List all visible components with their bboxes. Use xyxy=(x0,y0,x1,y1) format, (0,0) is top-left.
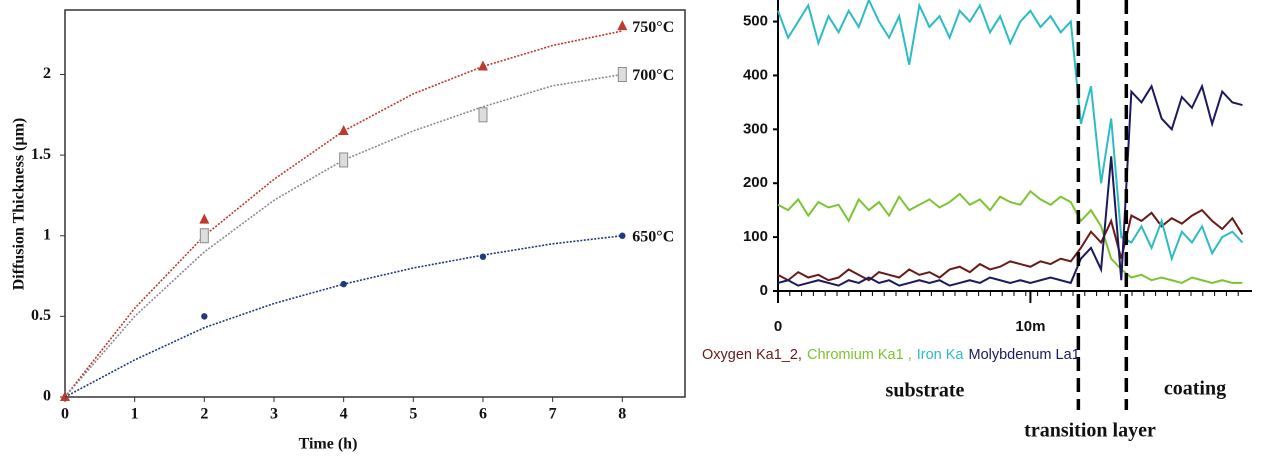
x-axis-label: Time (h) xyxy=(299,436,358,453)
y-tick-label: 1.5 xyxy=(31,146,51,163)
marker xyxy=(199,228,209,244)
marker xyxy=(617,67,627,82)
marker xyxy=(477,60,488,71)
marker xyxy=(479,253,487,260)
fit-curve xyxy=(64,73,623,398)
legend-entry: Chromium Ka1 , xyxy=(807,347,912,363)
marker xyxy=(617,20,628,31)
x-tick-label: 5 xyxy=(409,406,417,423)
series-label: 650°C xyxy=(632,228,674,245)
y-tick-label: 200 xyxy=(743,174,768,191)
legend-entry: Oxygen Ka1_2, xyxy=(702,347,802,363)
series-line xyxy=(777,189,1243,284)
marker xyxy=(201,313,208,320)
series-line xyxy=(777,208,1244,282)
marker xyxy=(478,107,488,123)
legend-entry: Iron Ka xyxy=(917,347,965,363)
x-tick-label: 3 xyxy=(270,406,278,423)
x-tick-label: 0 xyxy=(61,406,69,423)
marker xyxy=(619,232,626,239)
y-tick-label: 400 xyxy=(743,66,768,83)
plot-frame xyxy=(64,9,686,398)
series-label: 700°C xyxy=(632,67,674,84)
series-label: 750°C xyxy=(632,19,674,36)
y-axis-label: Diffusion Thickness (µm) xyxy=(11,118,28,291)
marker xyxy=(199,213,210,224)
fit-curve xyxy=(64,234,623,398)
annotation: substrate xyxy=(886,380,965,402)
x-tick-label: 10m xyxy=(1015,318,1045,335)
x-tick-label: 2 xyxy=(200,406,208,423)
fit-curve xyxy=(64,30,623,398)
annotation: transition layer xyxy=(1024,420,1156,442)
annotation: coating xyxy=(1164,378,1226,400)
x-tick-label: 6 xyxy=(479,406,487,423)
x-tick-label: 1 xyxy=(131,406,139,423)
y-tick-label: 100 xyxy=(743,228,768,245)
y-tick-label: 2 xyxy=(43,65,51,82)
x-tick-label: 8 xyxy=(618,406,626,423)
y-tick-label: 300 xyxy=(743,120,768,137)
y-tick-label: 0 xyxy=(43,388,51,405)
x-tick-label: 7 xyxy=(549,406,557,423)
series-line xyxy=(777,0,1244,262)
y-tick-label: 0.5 xyxy=(31,307,51,324)
legend: Oxygen Ka1_2, Chromium Ka1 , Iron Ka Molybd… xyxy=(702,347,1080,363)
legend-entry: Molybdenum La1 xyxy=(968,347,1079,363)
y-tick-label: 0 xyxy=(760,282,768,299)
marker xyxy=(338,124,349,135)
y-tick-label: 500 xyxy=(743,13,768,30)
marker xyxy=(339,152,349,168)
marker xyxy=(340,280,347,288)
series-line xyxy=(777,83,1243,287)
x-tick-label: 4 xyxy=(340,406,348,423)
x-tick-label: 0 xyxy=(774,318,782,335)
y-tick-label: 1 xyxy=(43,226,51,243)
